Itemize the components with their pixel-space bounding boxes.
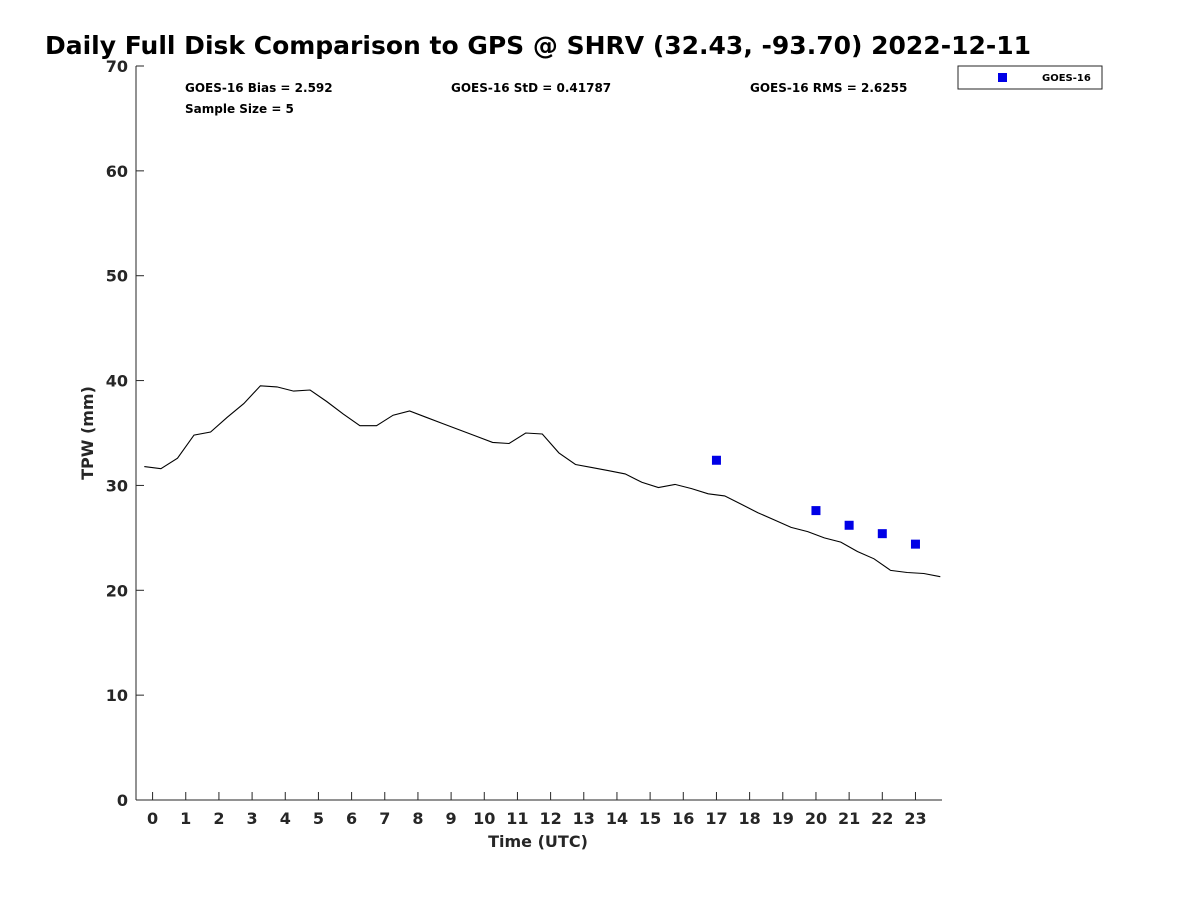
x-tick-label: 23 bbox=[904, 809, 926, 828]
x-tick-label: 18 bbox=[738, 809, 760, 828]
x-tick-label: 15 bbox=[639, 809, 661, 828]
x-tick-label: 22 bbox=[871, 809, 893, 828]
x-tick-label: 13 bbox=[573, 809, 595, 828]
x-axis-label: Time (UTC) bbox=[488, 832, 588, 851]
x-tick-label: 11 bbox=[506, 809, 528, 828]
legend: GOES-16 bbox=[957, 65, 1103, 90]
y-tick-label: 0 bbox=[117, 791, 128, 810]
legend-box bbox=[957, 65, 1103, 90]
y-axis-label: TPW (mm) bbox=[78, 386, 97, 480]
x-tick-label: 20 bbox=[805, 809, 827, 828]
x-tick-label: 2 bbox=[213, 809, 224, 828]
legend-label: GOES-16 bbox=[1042, 73, 1091, 84]
x-tick-label: 8 bbox=[412, 809, 423, 828]
chart-title: Daily Full Disk Comparison to GPS @ SHRV… bbox=[45, 31, 1031, 60]
goes-series-layer bbox=[711, 455, 920, 549]
x-tick-label: 9 bbox=[446, 809, 457, 828]
x-tick-label: 17 bbox=[705, 809, 727, 828]
goes-data-point bbox=[877, 529, 887, 539]
goes-data-point bbox=[811, 506, 821, 516]
x-tick-label: 21 bbox=[838, 809, 860, 828]
y-tick-label: 70 bbox=[106, 57, 128, 76]
goes-data-point bbox=[910, 539, 920, 549]
y-tick-label: 20 bbox=[106, 581, 128, 600]
x-tick-label: 5 bbox=[313, 809, 324, 828]
std-stat: GOES-16 StD = 0.41787 bbox=[451, 81, 611, 95]
x-tick-label: 4 bbox=[280, 809, 291, 828]
x-tick-label: 7 bbox=[379, 809, 390, 828]
gps-tpw-line bbox=[144, 385, 941, 578]
x-tick-label: 19 bbox=[772, 809, 794, 828]
x-tick-label: 10 bbox=[473, 809, 495, 828]
legend-marker bbox=[998, 73, 1007, 82]
y-tick-label: 10 bbox=[106, 686, 128, 705]
y-tick-label: 50 bbox=[106, 267, 128, 286]
x-tick-label: 1 bbox=[180, 809, 191, 828]
y-tick-label: 30 bbox=[106, 476, 128, 495]
sample-size-stat: Sample Size = 5 bbox=[185, 102, 294, 116]
y-tick-label: 40 bbox=[106, 372, 128, 391]
y-tick-label: 60 bbox=[106, 162, 128, 181]
bias-stat: GOES-16 Bias = 2.592 bbox=[185, 81, 333, 95]
x-tick-label: 12 bbox=[539, 809, 561, 828]
goes-data-point bbox=[844, 520, 854, 530]
rms-stat: GOES-16 RMS = 2.6255 bbox=[750, 81, 907, 95]
x-tick-label: 0 bbox=[147, 809, 158, 828]
gps-series-layer bbox=[144, 385, 941, 578]
x-tick-label: 14 bbox=[606, 809, 628, 828]
x-tick-label: 3 bbox=[247, 809, 258, 828]
goes-data-point bbox=[711, 455, 721, 465]
x-tick-label: 16 bbox=[672, 809, 694, 828]
x-tick-label: 6 bbox=[346, 809, 357, 828]
